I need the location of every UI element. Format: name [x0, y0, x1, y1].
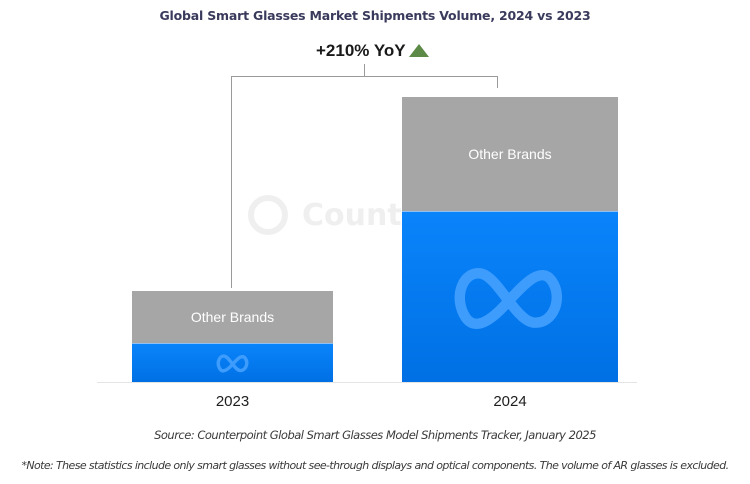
chart-title: Global Smart Glasses Market Shipments Vo…: [159, 8, 591, 23]
bracket-right-leg: [497, 76, 498, 88]
counterpoint-logo-icon: [248, 195, 288, 235]
bracket-center-tick: [364, 64, 365, 76]
bracket-horizontal: [231, 76, 498, 77]
bar-2024: Other Brands: [402, 97, 618, 382]
bracket-left-leg: [231, 76, 232, 288]
yoy-annotation: +210% YoY: [316, 41, 429, 61]
up-triangle-icon: [408, 43, 429, 57]
segment-label: Other Brands: [468, 146, 552, 162]
footnote: *Note: These statistics include only sma…: [21, 459, 730, 472]
yoy-label: +210% YoY: [316, 41, 406, 60]
segment-other-brands-2023: Other Brands: [132, 291, 333, 343]
segment-meta-2024: [402, 211, 618, 382]
meta-logo-icon: [216, 354, 248, 373]
meta-logo-icon: [454, 268, 562, 329]
x-label-2023: 2023: [215, 393, 250, 410]
segment-meta-2023: [132, 343, 333, 382]
bar-2023: Other Brands: [132, 291, 333, 382]
segment-other-brands-2024: Other Brands: [402, 97, 618, 211]
segment-label: Other Brands: [190, 309, 275, 325]
x-axis-baseline: [97, 382, 637, 383]
x-label-2024: 2024: [493, 393, 527, 410]
source-caption: Source: Counterpoint Global Smart Glasse…: [154, 428, 596, 442]
